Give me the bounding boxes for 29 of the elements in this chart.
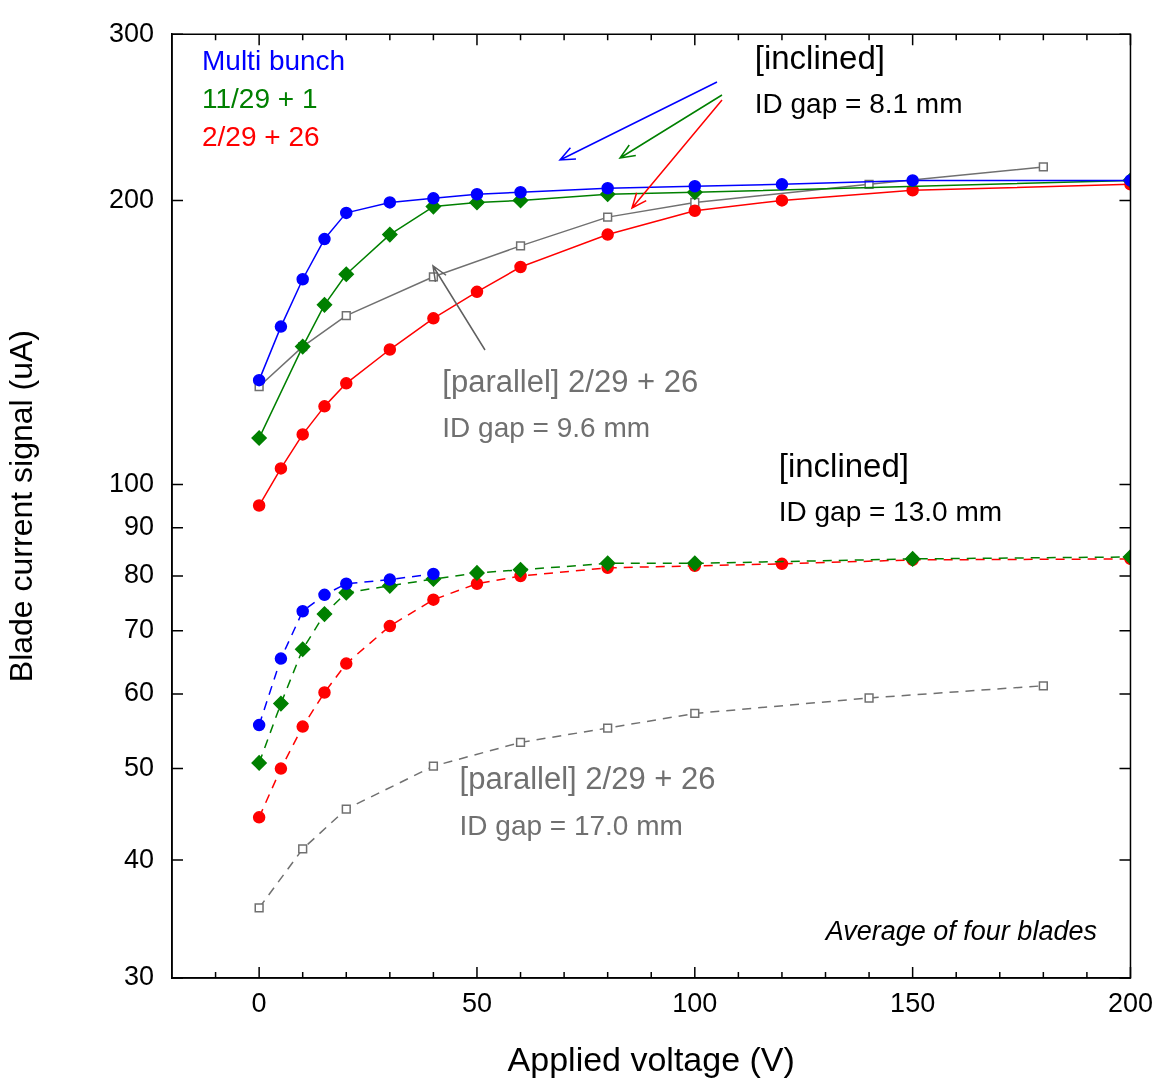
y-axis-title: Blade current signal (uA) <box>3 330 40 683</box>
annotation: ID gap = 8.1 mm <box>754 87 963 119</box>
annotation: ID gap = 17.0 mm <box>459 809 683 841</box>
x-axis-title: Applied voltage (V) <box>507 1039 795 1078</box>
annotation: ID gap = 9.6 mm <box>442 411 651 443</box>
y-tick-label: 200 <box>108 183 154 214</box>
y-tick-label: 80 <box>123 559 154 590</box>
annotation: [inclined] <box>778 447 909 485</box>
annotation: [inclined] <box>754 39 885 77</box>
text: Multi bunch <box>202 44 346 78</box>
annotation: [parallel] 2/29 + 26 <box>442 363 699 399</box>
annotation: Average of four blades <box>823 915 1097 946</box>
y-tick-label: 30 <box>123 961 154 992</box>
x-tick-label: 50 <box>461 987 492 1018</box>
x-tick-label: 150 <box>890 987 936 1018</box>
text: 2/29 + 26 <box>202 120 321 154</box>
y-tick-label: 70 <box>123 614 154 645</box>
text: 11/29 + 1 <box>202 82 319 116</box>
annotation: ID gap = 13.0 mm <box>778 495 1003 527</box>
x-tick-label: 0 <box>251 987 267 1018</box>
y-tick-label: 60 <box>123 677 154 708</box>
x-tick-label: 200 <box>1107 987 1154 1018</box>
y-tick-label: 100 <box>108 467 154 498</box>
annotation: [parallel] 2/29 + 26 <box>459 760 716 796</box>
y-tick-label: 90 <box>123 511 154 542</box>
x-tick-label: 100 <box>672 987 718 1018</box>
y-tick-label: 50 <box>123 752 154 783</box>
y-tick-label: 300 <box>108 17 154 48</box>
y-tick-label: 40 <box>123 843 154 874</box>
